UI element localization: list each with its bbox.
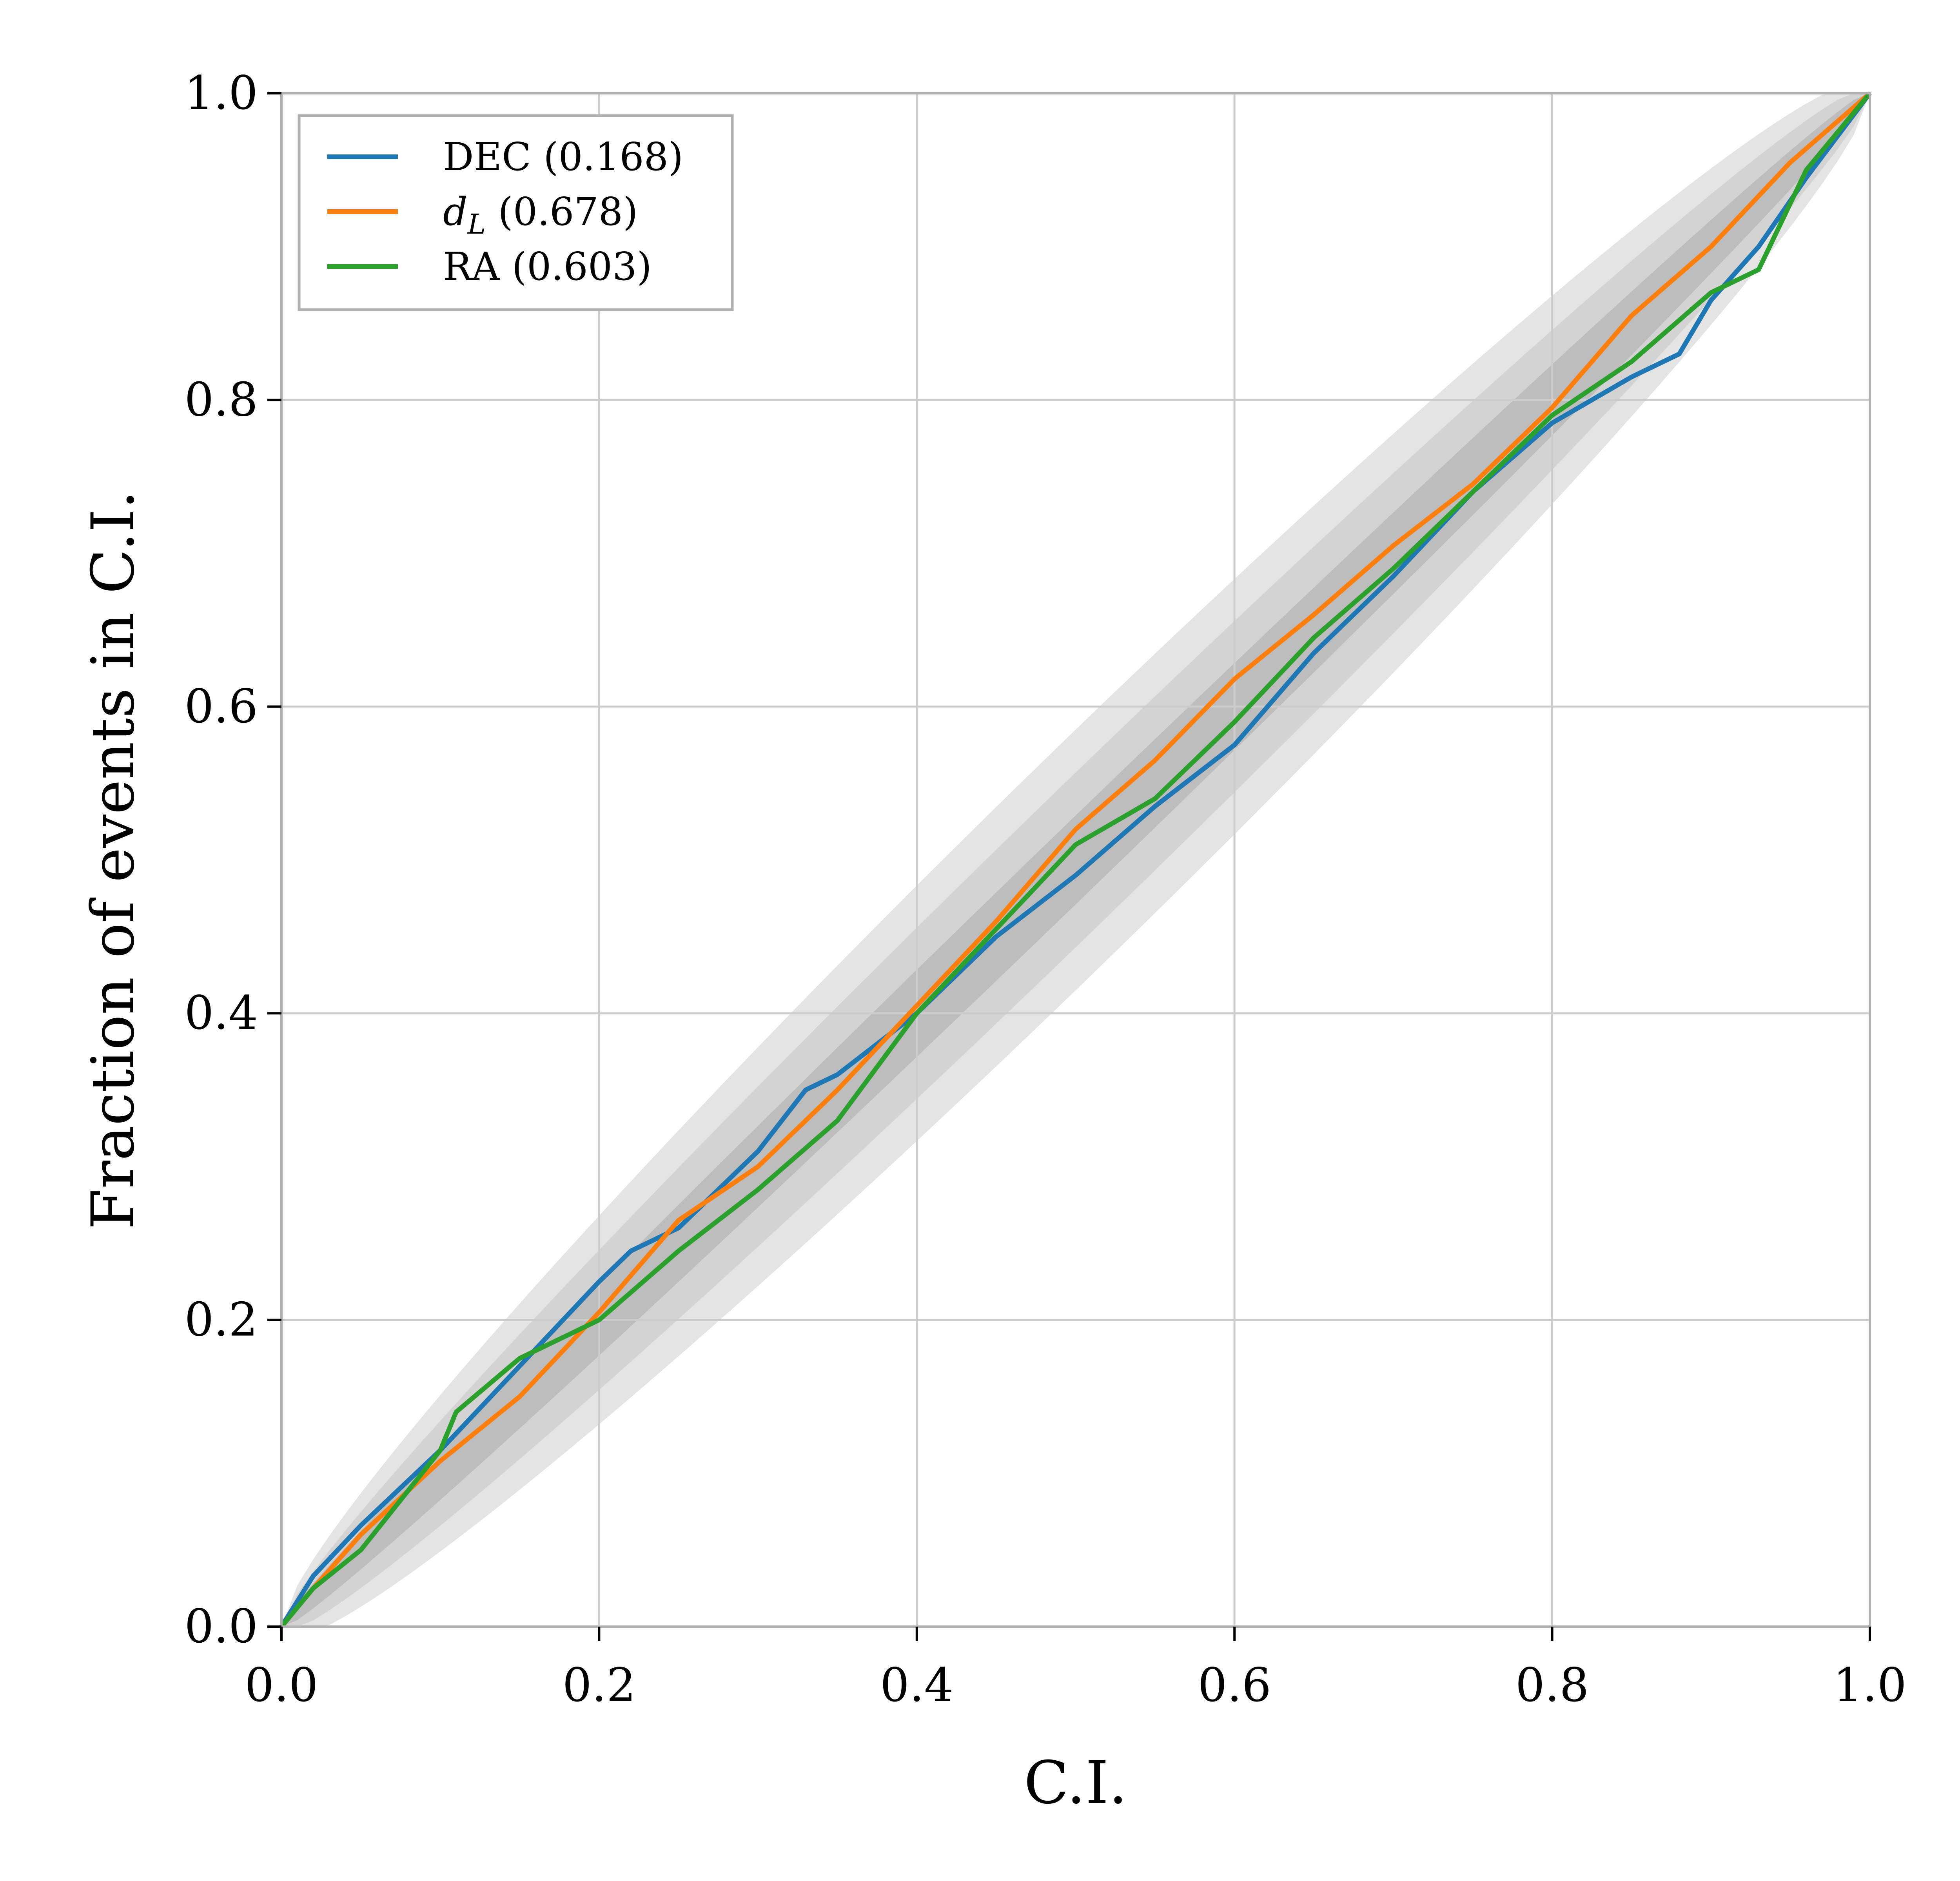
x-tick-label: 0.4 — [880, 1658, 954, 1712]
series-line-ra — [279, 92, 1872, 1628]
series-line-dl — [279, 91, 1871, 1628]
band-1-sigma — [281, 93, 1870, 1627]
x-tick-label: 0.6 — [1198, 1658, 1271, 1712]
y-tick-label: 0.2 — [184, 1293, 258, 1347]
y-tick-label: 0.6 — [184, 679, 258, 733]
plot-frame — [280, 92, 1871, 1628]
legend-label: dL (0.678) — [443, 190, 638, 240]
series-lines — [279, 91, 1872, 1628]
legend-label: DEC (0.168) — [443, 135, 683, 180]
y-tick-label: 0.4 — [184, 986, 258, 1040]
y-tick-label: 0.0 — [184, 1599, 258, 1653]
x-tick-label: 0.0 — [245, 1658, 318, 1712]
y-axis-title: Fraction of events in C.I. — [79, 490, 147, 1230]
legend-label: RA (0.603) — [443, 245, 652, 289]
y-tick-label: 0.8 — [184, 372, 258, 426]
confidence-bands — [281, 93, 1870, 1627]
axis-ticks: 0.0 0.2 0.4 0.6 0.8 1.0 0.0 0.2 0.4 0.6 0.8 1.0 — [184, 66, 1907, 1712]
x-tick-label: 0.8 — [1515, 1658, 1589, 1712]
x-tick-label: 0.2 — [563, 1658, 636, 1712]
x-axis-title: C.I. — [1024, 1749, 1127, 1817]
x-tick-label: 1.0 — [1833, 1658, 1907, 1712]
legend: DEC (0.168) dL (0.678) RA (0.603) — [298, 114, 734, 311]
y-tick-label: 1.0 — [184, 66, 258, 120]
